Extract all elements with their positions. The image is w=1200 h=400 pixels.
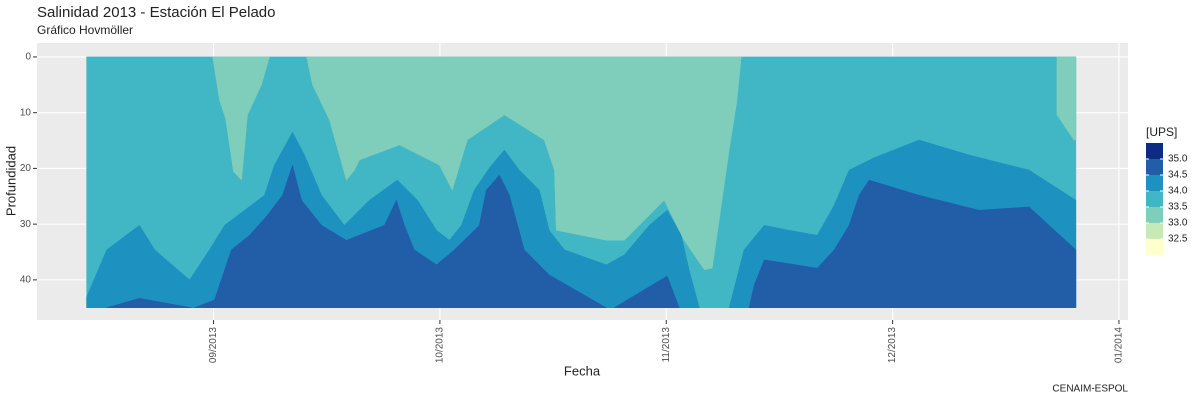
caption: CENAIM-ESPOL	[1052, 384, 1128, 395]
y-tick-label: 10	[20, 107, 32, 118]
x-axis-label: Fecha	[564, 363, 601, 378]
y-tick-label: 0	[25, 52, 31, 63]
legend-swatch	[1146, 191, 1163, 207]
legend-label: 34.0	[1168, 186, 1188, 197]
x-tick-label: 11/2013	[661, 327, 672, 363]
x-tick-label: 10/2013	[435, 327, 446, 364]
legend-swatch	[1146, 207, 1163, 223]
axes: 09/2013 10/2013 11/2013 12/2013 01/2014 0 10 20…	[20, 52, 1125, 364]
regions	[86, 56, 1077, 308]
y-axis-label: Profundidad	[3, 146, 18, 216]
contour-region	[306, 56, 742, 271]
contour-region	[1056, 56, 1077, 141]
legend-title: [UPS]	[1146, 125, 1177, 139]
chart-subtitle: Gráfico Hovmöller	[37, 23, 133, 37]
legend-label: 33.5	[1168, 202, 1188, 213]
contour-region	[613, 275, 680, 308]
legend-label: 33.0	[1168, 218, 1188, 229]
legend-swatch	[1146, 143, 1163, 159]
y-tick-label: 40	[20, 275, 32, 286]
x-tick-label: 09/2013	[208, 327, 219, 364]
contour-region	[212, 56, 270, 181]
y-tick-label: 20	[20, 163, 32, 174]
contour-region	[194, 164, 608, 308]
legend-label: 32.5	[1168, 234, 1188, 245]
contour-region	[106, 298, 192, 308]
y-tick-label: 30	[20, 219, 32, 230]
x-tick-label: 01/2014	[1114, 327, 1125, 364]
legend-label: 35.0	[1168, 154, 1188, 165]
legend-swatch	[1146, 175, 1163, 191]
legend-swatch	[1146, 239, 1163, 255]
legend: 35.0 34.5 34.0 33.5 33.0 32.5	[1146, 143, 1188, 255]
legend-label: 34.5	[1168, 170, 1188, 181]
x-tick-label: 12/2013	[887, 327, 898, 364]
contour-region	[748, 179, 1077, 308]
legend-swatch	[1146, 159, 1163, 175]
legend-swatch	[1146, 223, 1163, 239]
chart-title: Salinidad 2013 - Estación El Pelado	[37, 4, 276, 21]
